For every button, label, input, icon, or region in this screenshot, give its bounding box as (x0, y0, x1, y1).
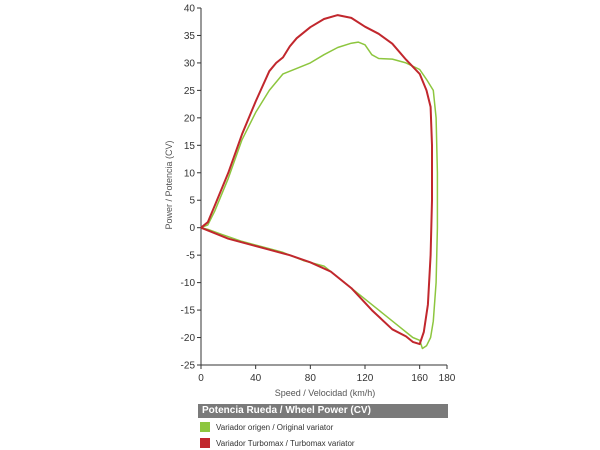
legend-swatch-turbomax (200, 438, 210, 448)
x-axis-ticks: 0 40 80 120 160 180 (198, 365, 456, 384)
legend-item-turbomax: Variador Turbomax / Turbomax variator (198, 436, 448, 450)
legend: Potencia Rueda / Wheel Power (CV) Variad… (198, 404, 448, 450)
x-tick-label: 180 (439, 373, 456, 384)
y-tick-label: -25 (181, 361, 196, 372)
legend-item-original: Variador origen / Original variator (198, 420, 448, 434)
x-tick-label: 80 (305, 373, 317, 384)
y-axis-ticks: 40 35 30 25 20 15 10 5 0 -5 -10 -15 -20 -25 (181, 4, 201, 372)
y-tick-label: 40 (184, 4, 196, 15)
y-tick-label: 5 (189, 196, 195, 207)
legend-title: Potencia Rueda / Wheel Power (CV) (198, 404, 448, 418)
y-tick-label: -20 (181, 333, 196, 344)
y-tick-label: 0 (189, 223, 195, 234)
y-axis-title: Power / Potencia (CV) (164, 140, 174, 229)
y-tick-label: 35 (184, 31, 196, 42)
y-tick-label: -5 (186, 251, 195, 262)
series-original-variator (200, 41, 439, 350)
series-group (200, 14, 439, 350)
legend-label-turbomax: Variador Turbomax / Turbomax variator (216, 438, 355, 448)
y-tick-label: 10 (184, 168, 196, 179)
x-tick-label: 0 (198, 373, 204, 384)
x-axis-title: Speed / Velocidad (km/h) (275, 388, 376, 398)
y-tick-label: -10 (181, 278, 196, 289)
series-turbomax-variator (200, 14, 433, 346)
y-tick-label: 15 (184, 141, 196, 152)
legend-swatch-original (200, 422, 210, 432)
x-tick-label: 160 (411, 373, 428, 384)
y-tick-label: -15 (181, 306, 196, 317)
y-tick-label: 30 (184, 58, 196, 69)
y-tick-label: 20 (184, 113, 196, 124)
x-tick-label: 40 (250, 373, 262, 384)
y-tick-label: 25 (184, 86, 196, 97)
x-tick-label: 120 (357, 373, 374, 384)
legend-label-original: Variador origen / Original variator (216, 422, 334, 432)
